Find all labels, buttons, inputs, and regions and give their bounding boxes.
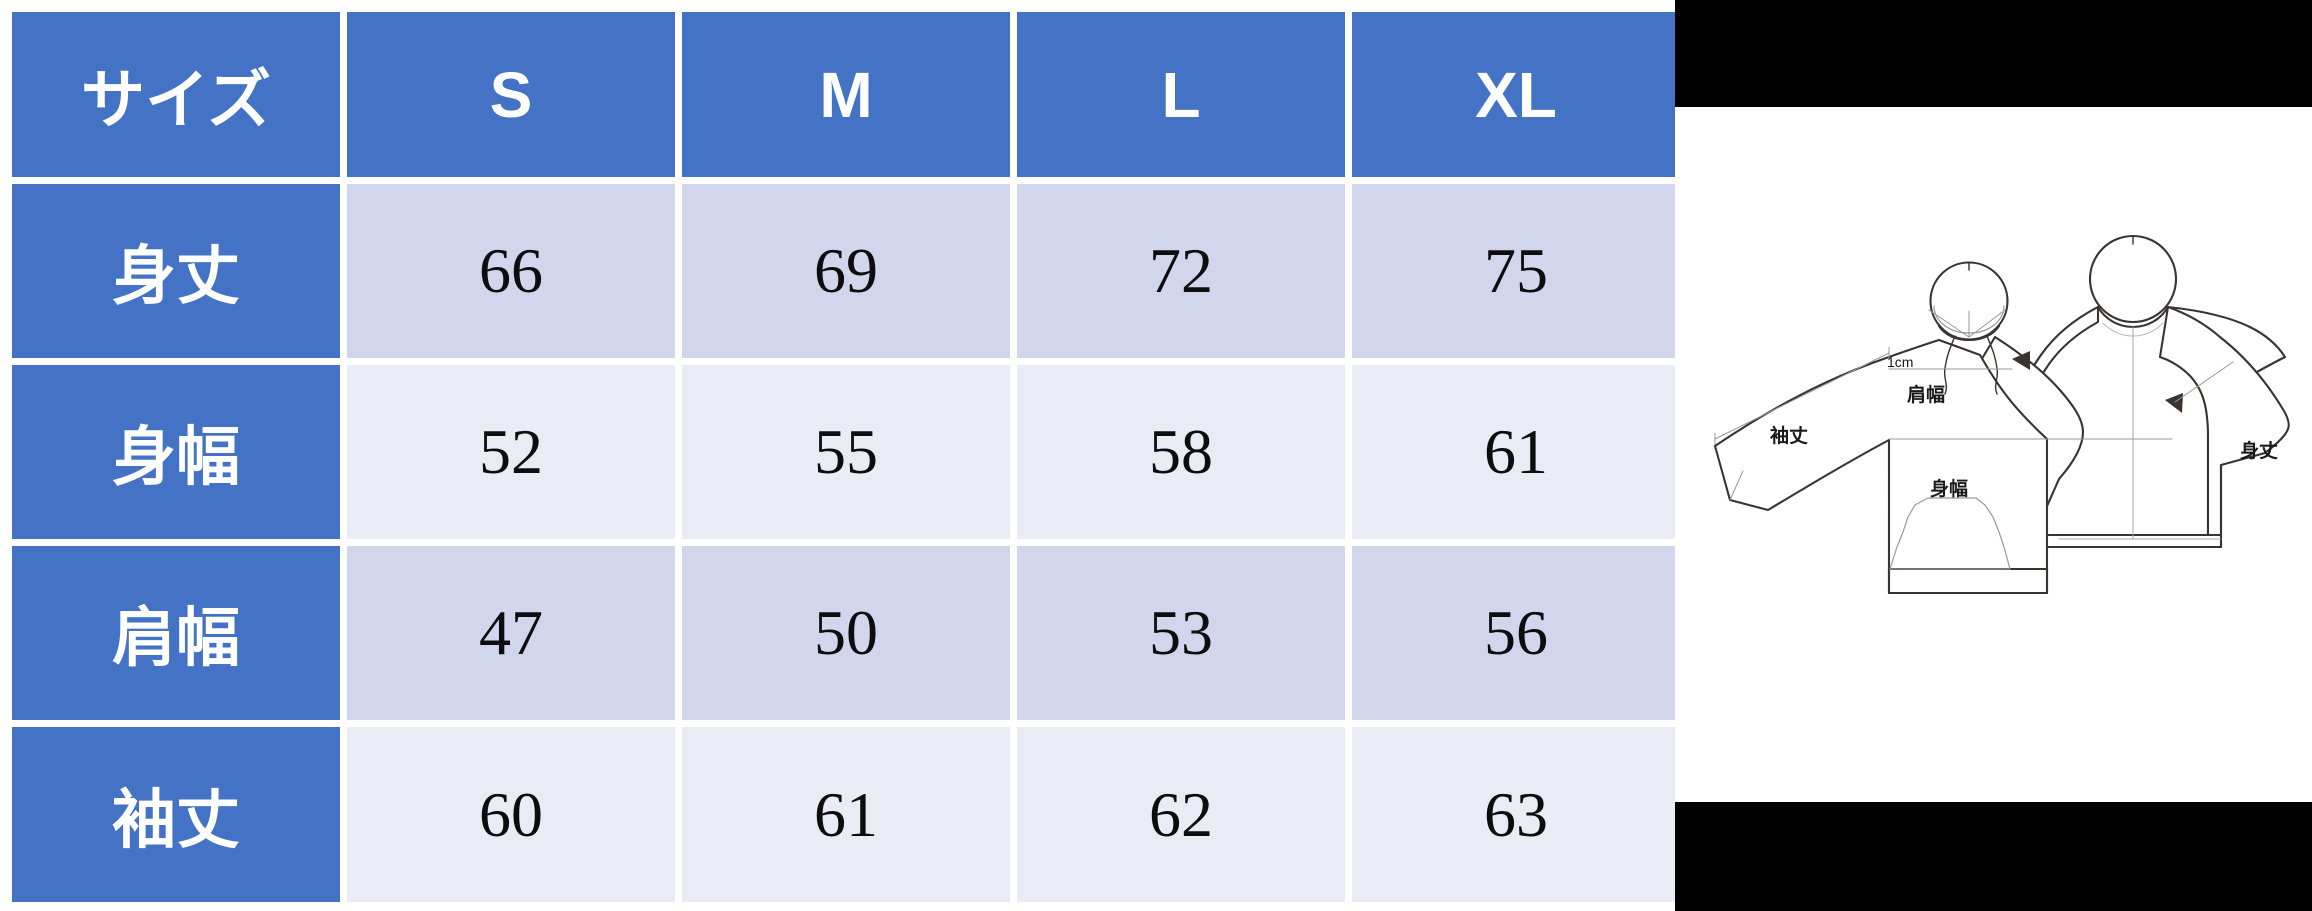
svg-text:1cm: 1cm bbox=[1887, 354, 1913, 370]
svg-text:身丈: 身丈 bbox=[2240, 439, 2278, 462]
svg-text:肩幅: 肩幅 bbox=[1907, 383, 1945, 406]
svg-text:袖丈: 袖丈 bbox=[1770, 424, 1808, 447]
svg-text:身幅: 身幅 bbox=[1930, 477, 1968, 500]
